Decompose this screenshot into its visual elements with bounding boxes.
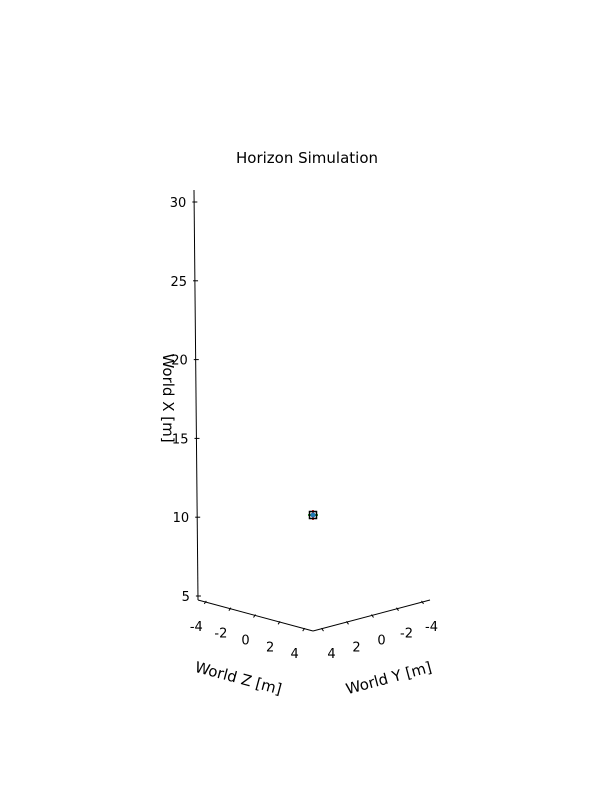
y-tick-label: 4 bbox=[327, 647, 335, 662]
x-tick-label: 20 bbox=[171, 354, 188, 369]
x-tick-label: 10 bbox=[173, 511, 190, 526]
data-point bbox=[308, 510, 318, 520]
z-tick-label: 2 bbox=[266, 640, 274, 655]
x-tick-label: 25 bbox=[171, 275, 188, 290]
x-axis-line bbox=[193, 189, 199, 601]
z-axis-line bbox=[197, 599, 314, 632]
z-axis: -4 -2 0 2 4 World Z [m] bbox=[190, 599, 314, 698]
z-axis-ticks: -4 -2 0 2 4 bbox=[190, 600, 306, 662]
y-tick-label: -4 bbox=[425, 620, 438, 635]
z-tick-label: 4 bbox=[291, 647, 299, 662]
y-tick-mark bbox=[371, 614, 374, 618]
y-axis: 4 2 0 -2 -4 World Y [m] bbox=[312, 599, 438, 698]
x-tick-label: 15 bbox=[172, 432, 189, 447]
data-points bbox=[308, 510, 318, 520]
y-tick-label: 0 bbox=[377, 634, 385, 649]
chart-title: Horizon Simulation bbox=[236, 149, 378, 167]
x-axis-ticks: 5 10 15 20 25 30 bbox=[170, 196, 201, 605]
x-axis-label: World X [m] bbox=[159, 353, 177, 442]
z-tick-mark bbox=[302, 627, 306, 632]
y-axis-line bbox=[312, 599, 431, 632]
y-tick-mark bbox=[346, 621, 349, 625]
y-tick-mark bbox=[421, 600, 424, 605]
z-tick-label: 0 bbox=[241, 634, 249, 649]
z-tick-mark bbox=[228, 607, 232, 611]
x-tick-label: 5 bbox=[182, 590, 190, 605]
y-tick-label: -2 bbox=[400, 627, 413, 642]
z-axis-label: World Z [m] bbox=[193, 658, 284, 698]
y-tick-mark bbox=[396, 607, 399, 611]
z-tick-mark bbox=[253, 614, 256, 618]
z-tick-mark bbox=[277, 621, 281, 625]
y-tick-label: 2 bbox=[352, 640, 360, 655]
z-tick-label: -4 bbox=[190, 620, 203, 635]
x-axis: 5 10 15 20 25 30 World X [m] bbox=[159, 189, 201, 605]
y-axis-ticks: 4 2 0 -2 -4 bbox=[321, 600, 438, 662]
y-tick-mark bbox=[321, 627, 324, 632]
y-axis-label: World Y [m] bbox=[344, 658, 434, 698]
z-tick-label: -2 bbox=[214, 627, 227, 642]
z-tick-mark bbox=[203, 600, 207, 605]
x-tick-label: 30 bbox=[170, 196, 187, 211]
